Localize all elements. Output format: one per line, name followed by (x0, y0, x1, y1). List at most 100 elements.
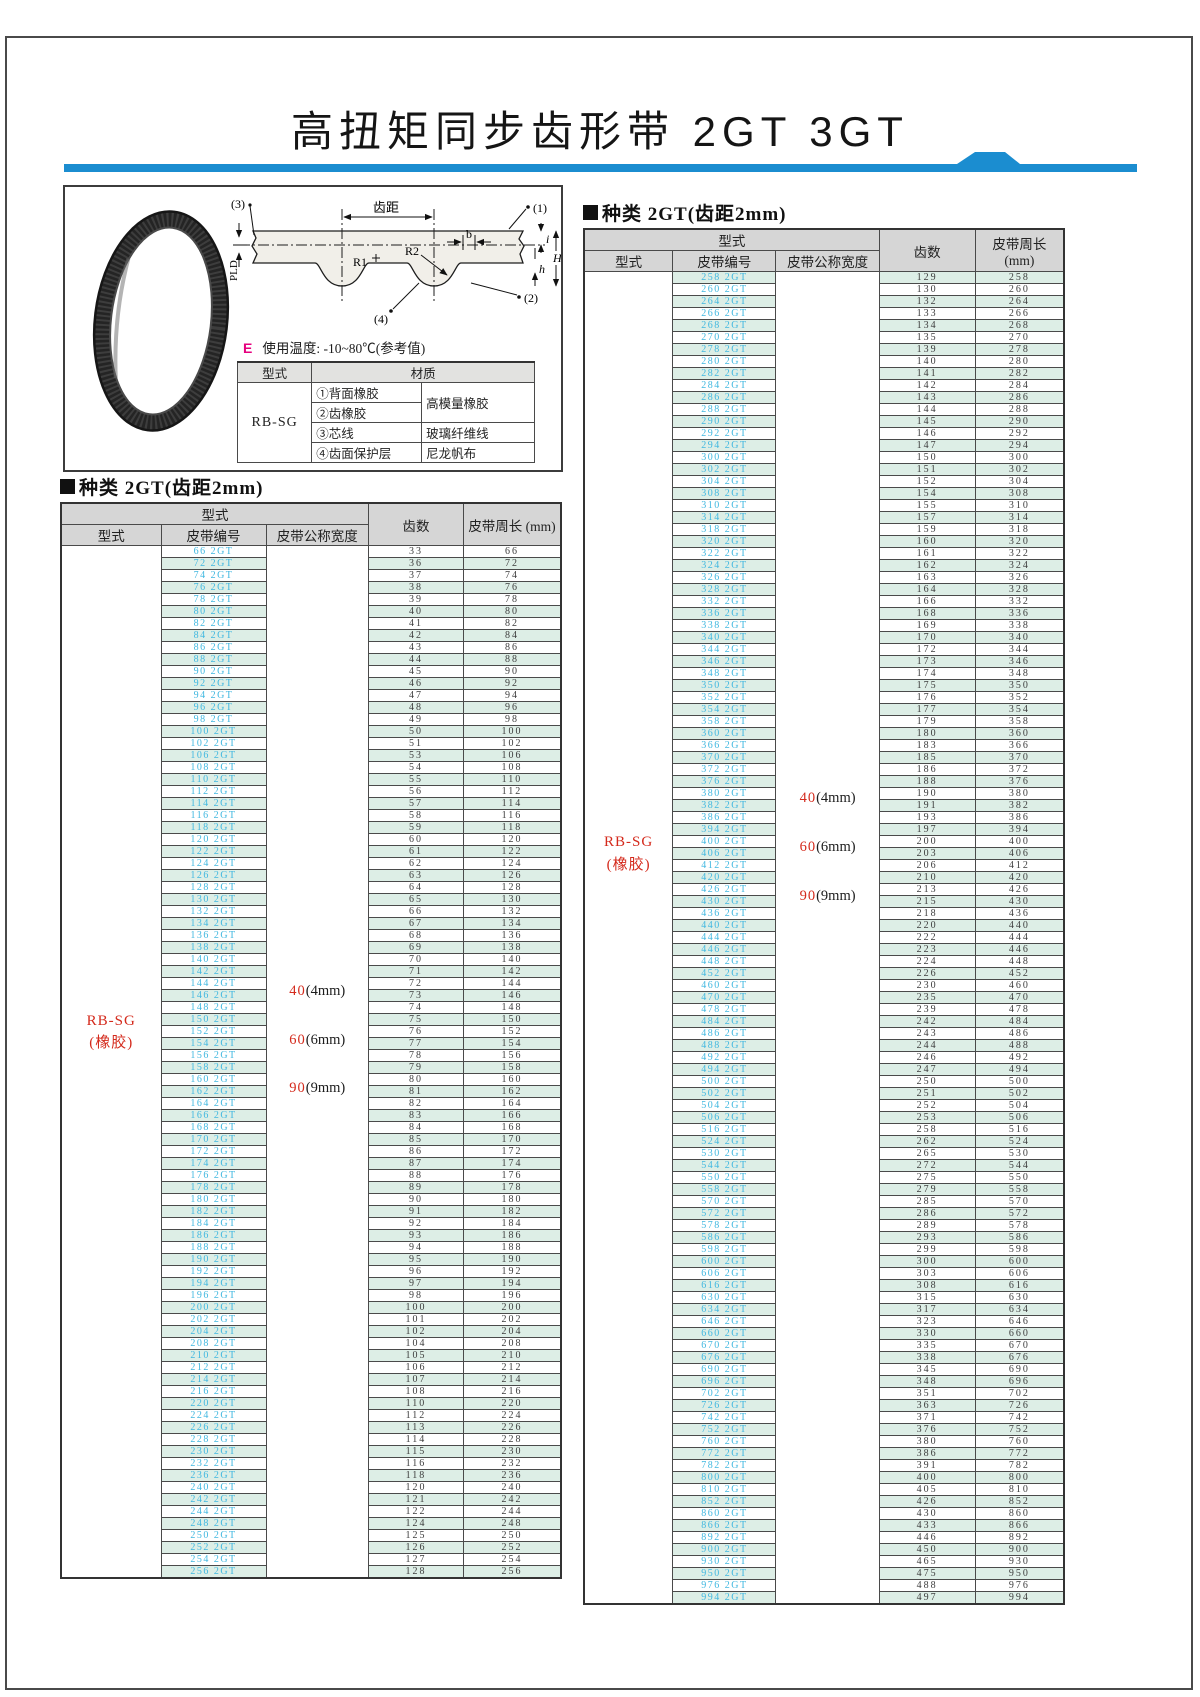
belt-length-cell: 446 (974, 943, 1065, 956)
table-row: 192 2GT 96 192 (61, 1265, 562, 1278)
table-row: 270 2GT 135 270 (584, 331, 1065, 344)
model-name: RB-SG (86, 1012, 136, 1029)
teeth-count-cell: 89 (368, 1181, 464, 1194)
belt-number-cell: 92 2GT (160, 677, 267, 690)
belt-number-cell: 852 2GT (672, 1495, 777, 1508)
belt-number-cell: 544 2GT (672, 1159, 777, 1172)
belt-number-cell: 146 2GT (160, 989, 267, 1002)
belt-number-cell: 492 2GT (672, 1051, 777, 1064)
table-row: 124 2GT 62 124 (61, 857, 562, 870)
table-row: 174 2GT 87 174 (61, 1157, 562, 1170)
belt-number-cell: 382 2GT (672, 799, 777, 812)
teeth-count-cell: 61 (368, 845, 464, 858)
belt-number-cell: 166 2GT (160, 1109, 267, 1122)
teeth-count-cell: 405 (878, 1483, 976, 1496)
teeth-count-cell: 317 (878, 1303, 976, 1316)
belt-number-cell: 452 2GT (672, 967, 777, 980)
teeth-count-cell: 128 (368, 1565, 464, 1579)
belt-number-cell: 188 2GT (160, 1241, 267, 1254)
belt-cross-section-diagram: 齿距 (3) (1) (2) (4) b (223, 193, 563, 343)
width-option: 90(9mm) (267, 1080, 368, 1097)
belt-length-cell: 130 (463, 893, 562, 906)
belt-length-cell: 188 (463, 1241, 562, 1254)
teeth-count-cell: 176 (878, 691, 976, 704)
table-row: 760 2GT 380 760 (584, 1435, 1065, 1448)
belt-number-cell: 488 2GT (672, 1039, 777, 1052)
width-value: 60 (799, 839, 817, 855)
teeth-count-cell: 139 (878, 343, 976, 356)
belt-number-cell: 558 2GT (672, 1183, 777, 1196)
belt-number-cell: 76 2GT (160, 581, 267, 594)
teeth-count-cell: 94 (368, 1241, 464, 1254)
belt-length-cell: 352 (974, 691, 1065, 704)
teeth-count-cell: 66 (368, 905, 464, 918)
belt-number-cell: 930 2GT (672, 1555, 777, 1568)
teeth-count-cell: 338 (878, 1351, 976, 1364)
material-cell: 高模量橡胶 (421, 382, 535, 423)
belt-number-cell: 208 2GT (160, 1337, 267, 1350)
teeth-count-cell: 50 (368, 725, 464, 738)
teeth-count-cell: 134 (878, 319, 976, 332)
table-row: 180 2GT 90 180 (61, 1193, 562, 1206)
teeth-count-cell: 41 (368, 617, 464, 630)
belt-number-cell: 202 2GT (160, 1313, 267, 1326)
belt-length-cell: 494 (974, 1063, 1065, 1076)
table-row: 142 2GT 71 142 (61, 965, 562, 978)
belt-length-cell: 124 (463, 857, 562, 870)
table-row: 634 2GT 317 634 (584, 1303, 1065, 1316)
belt-length-cell: 320 (974, 535, 1065, 548)
belt-number-cell: 240 2GT (160, 1481, 267, 1494)
belt-number-cell: 892 2GT (672, 1531, 777, 1544)
teeth-count-cell: 224 (878, 955, 976, 968)
belt-number-cell: 370 2GT (672, 751, 777, 764)
table-row: 338 2GT 169 338 (584, 619, 1065, 632)
r2-label: R2 (405, 244, 419, 258)
belt-number-cell: 114 2GT (160, 797, 267, 810)
callout-3: (3) (231, 197, 245, 211)
teeth-count-cell: 71 (368, 965, 464, 978)
page-title: 高扭矩同步齿形带 2GT 3GT (291, 108, 909, 155)
width-option: 40(4mm) (267, 983, 368, 1000)
belt-number-cell: 86 2GT (160, 641, 267, 654)
belt-number-cell: 634 2GT (672, 1303, 777, 1316)
table-row: 400 2GT 200 400 (584, 835, 1065, 848)
belt-number-cell: 142 2GT (160, 965, 267, 978)
belt-length-cell: 112 (463, 785, 562, 798)
teeth-count-cell: 162 (878, 559, 976, 572)
teeth-count-cell: 54 (368, 761, 464, 774)
teeth-count-cell: 74 (368, 1001, 464, 1014)
table-row: 550 2GT 275 550 (584, 1171, 1065, 1184)
teeth-count-cell: 120 (368, 1481, 464, 1494)
belt-number-cell: 152 2GT (160, 1025, 267, 1038)
teeth-count-cell: 293 (878, 1231, 976, 1244)
table-row: 696 2GT 348 696 (584, 1375, 1065, 1388)
teeth-count-cell: 206 (878, 859, 976, 872)
belt-number-cell: 572 2GT (672, 1207, 777, 1220)
belt-length-cell: 524 (974, 1135, 1065, 1148)
table-row: 150 2GT 75 150 (61, 1013, 562, 1026)
belt-number-cell: 134 2GT (160, 917, 267, 930)
model-cell: RB-SG (橡胶) (583, 271, 674, 1605)
part-cell: ③芯线 (311, 422, 423, 443)
teeth-count-cell: 115 (368, 1445, 464, 1458)
teeth-count-cell: 242 (878, 1015, 976, 1028)
belt-number-cell: 162 2GT (160, 1085, 267, 1098)
belt-length-cell: 994 (974, 1591, 1065, 1605)
belt-number-cell: 300 2GT (672, 451, 777, 464)
belt-length-cell: 236 (463, 1469, 562, 1482)
belt-number-cell: 430 2GT (672, 895, 777, 908)
belt-length-cell: 106 (463, 749, 562, 762)
callout-2: (2) (524, 291, 538, 305)
teeth-count-cell: 323 (878, 1315, 976, 1328)
belt-number-cell: 742 2GT (672, 1411, 777, 1424)
belt-length-cell: 976 (974, 1579, 1065, 1592)
teeth-count-cell: 64 (368, 881, 464, 894)
teeth-count-cell: 93 (368, 1229, 464, 1242)
belt-length-cell: 278 (974, 343, 1065, 356)
belt-number-cell: 530 2GT (672, 1147, 777, 1160)
belt-length-cell: 120 (463, 833, 562, 846)
teeth-count-cell: 49 (368, 713, 464, 726)
model-material: (橡胶) (89, 1035, 134, 1052)
table-row: 126 2GT 63 126 (61, 869, 562, 882)
teeth-count-cell: 40 (368, 605, 464, 618)
